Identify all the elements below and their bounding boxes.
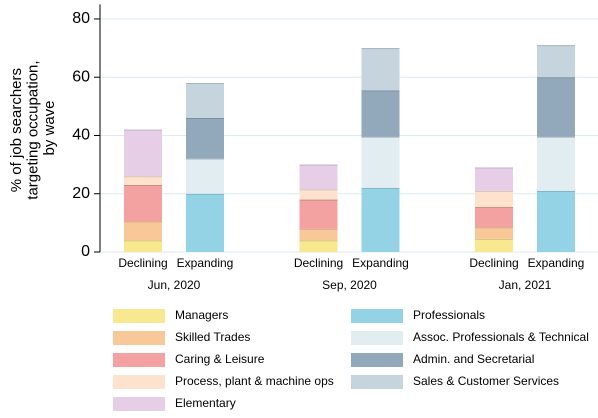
x-tick-label: Expanding bbox=[177, 256, 234, 270]
bar-segment bbox=[186, 118, 224, 159]
x-tick-label: Declining bbox=[294, 256, 343, 270]
legend-label: Admin. and Secretarial bbox=[413, 352, 534, 366]
bar-segment bbox=[475, 167, 513, 191]
legend-swatch bbox=[113, 397, 165, 411]
bar-segment bbox=[475, 238, 513, 252]
bar-segment bbox=[299, 240, 338, 252]
legend-swatch bbox=[351, 309, 403, 323]
y-axis-label-line: by wave bbox=[41, 100, 58, 155]
group-label: Sep, 2020 bbox=[322, 278, 377, 292]
bar-segment bbox=[361, 48, 400, 91]
bar-segment bbox=[475, 227, 513, 239]
bar-segment bbox=[186, 158, 224, 194]
legend-label: Process, plant & machine ops bbox=[175, 374, 334, 388]
legend-swatch bbox=[351, 331, 403, 345]
bar-segment bbox=[537, 136, 575, 191]
bar-segment bbox=[299, 228, 338, 241]
x-tick-label: Declining bbox=[469, 256, 518, 270]
y-axis-label-line: targeting occupation, bbox=[24, 60, 41, 199]
x-tick-label: Declining bbox=[118, 256, 167, 270]
y-tick-label: 20 bbox=[72, 185, 90, 202]
y-axis-label: % of job searchers targeting occupation,… bbox=[8, 56, 58, 199]
bar-segment bbox=[361, 187, 400, 252]
legend-swatch bbox=[113, 375, 165, 389]
legend-label: Assoc. Professionals & Technical bbox=[413, 330, 589, 344]
bar-segment bbox=[124, 176, 162, 186]
bar-segment bbox=[124, 221, 162, 241]
legend-label: Professionals bbox=[413, 308, 485, 322]
legend-swatch bbox=[351, 353, 403, 367]
legend-swatch bbox=[113, 353, 165, 367]
bar-segment bbox=[186, 83, 224, 119]
x-tick-label: Expanding bbox=[352, 256, 409, 270]
legend-label: Managers bbox=[175, 308, 228, 322]
legend-swatch bbox=[351, 375, 403, 389]
legend-swatch bbox=[113, 331, 165, 345]
bar-segment bbox=[475, 190, 513, 207]
bar-segment bbox=[361, 90, 400, 137]
legend-label: Skilled Trades bbox=[175, 330, 250, 344]
y-tick-label: 40 bbox=[72, 127, 90, 144]
bar-segment bbox=[299, 164, 338, 190]
group-label: Jun, 2020 bbox=[148, 278, 201, 292]
bar-segment bbox=[186, 193, 224, 252]
bar-segment bbox=[124, 129, 162, 177]
bar-segment bbox=[537, 77, 575, 137]
group-label: Jan, 2021 bbox=[499, 278, 552, 292]
y-axis-label-line: % of job searchers bbox=[8, 68, 25, 192]
bar-segment bbox=[361, 136, 400, 188]
bar-segment bbox=[124, 240, 162, 252]
bar-segment bbox=[537, 45, 575, 78]
bar-segment bbox=[537, 190, 575, 252]
y-tick-label: 80 bbox=[72, 10, 90, 27]
legend-label: Sales & Customer Services bbox=[413, 374, 559, 388]
bar-segment bbox=[299, 189, 338, 200]
y-tick-label: 60 bbox=[72, 68, 90, 85]
y-tick-label: 0 bbox=[81, 243, 90, 260]
bar-segment bbox=[475, 206, 513, 228]
bar-segment bbox=[124, 185, 162, 222]
bar-segment bbox=[299, 199, 338, 229]
legend-label: Caring & Leisure bbox=[175, 352, 265, 366]
x-tick-label: Expanding bbox=[528, 256, 585, 270]
legend-swatch bbox=[113, 309, 165, 323]
legend-label: Elementary bbox=[175, 396, 236, 410]
